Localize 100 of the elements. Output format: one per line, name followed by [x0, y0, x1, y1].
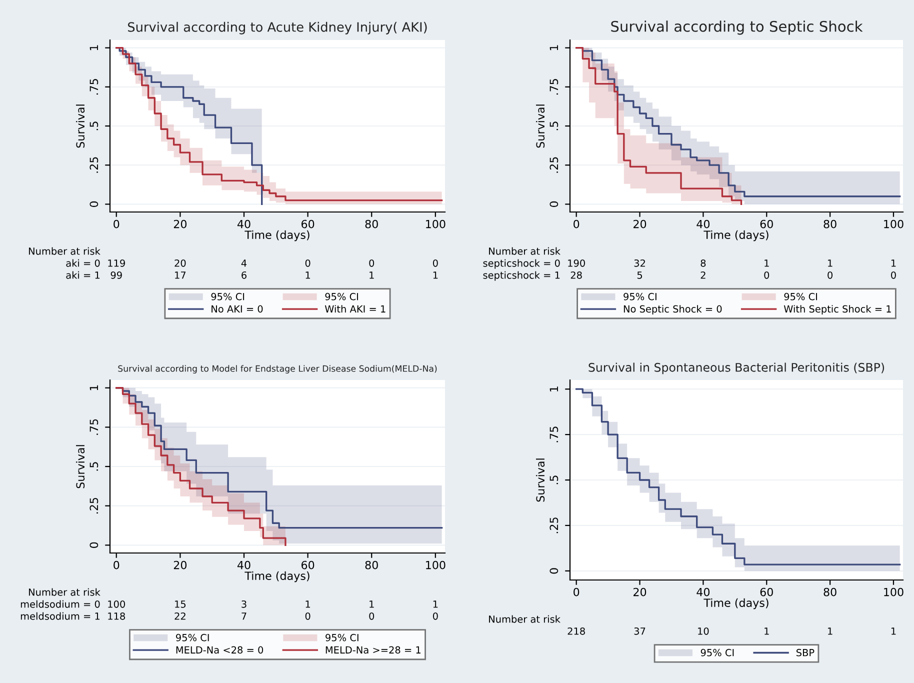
y-tick-label: 0	[90, 201, 98, 207]
chart-title: Survival according to Septic Shock	[611, 20, 863, 35]
text: 5	[637, 272, 642, 279]
x-tick-label: 20	[634, 588, 646, 596]
text: 0	[828, 271, 833, 279]
y-tick-label: 1	[90, 385, 98, 390]
y-tick-label: .75	[550, 79, 558, 95]
x-tick-label: 20	[174, 560, 187, 570]
text: 1	[764, 628, 769, 635]
x-tick-label: 20	[634, 220, 646, 228]
legend-label: No Septic Shock = 0	[624, 305, 722, 314]
y-tick-label: .25	[90, 498, 98, 514]
y-tick-label: 1	[550, 386, 558, 392]
legend-label: MELD-Na <28 = 0	[176, 646, 264, 654]
text: Number at risk	[489, 247, 560, 255]
x-tick-label: 100	[884, 220, 904, 228]
text: 1	[370, 600, 374, 608]
x-axis-title: Time (days)	[244, 571, 310, 582]
text: 1	[306, 600, 310, 608]
y-tick-label: 1	[550, 45, 558, 50]
text: 1	[433, 272, 438, 279]
text: 0	[305, 259, 310, 267]
text: 95% CI	[326, 634, 358, 642]
text: 7	[242, 612, 246, 620]
text: 95% CI	[700, 648, 734, 656]
text: 32	[634, 259, 645, 267]
x-axis-title: Time (days)	[704, 230, 768, 242]
text: 0	[369, 612, 374, 620]
text: meldsodium = 1	[20, 612, 100, 620]
text: 3	[242, 600, 246, 608]
text: 0	[432, 259, 438, 267]
x-tick-label: 40	[696, 588, 710, 596]
text: 15	[175, 600, 186, 608]
text: 95% CI	[325, 292, 358, 300]
text: 0	[432, 612, 438, 620]
y-tick-label: .75	[550, 426, 558, 442]
text: 0	[764, 271, 770, 279]
text: 95% CI	[784, 292, 818, 300]
text: 118	[108, 612, 125, 620]
text: 22	[174, 612, 186, 620]
text: aki = 0	[66, 259, 100, 267]
x-tick-label: 60	[760, 220, 773, 228]
legend-label: With AKI = 1	[324, 305, 386, 312]
text: 95% CI	[211, 292, 244, 300]
chart-title: Survival according to Model for Endstage Liver Disease Sodium(MELD-Na)	[118, 365, 437, 374]
text: 0	[369, 259, 374, 267]
x-tick-label: 0	[114, 220, 120, 228]
text: 28	[570, 271, 582, 279]
x-tick-label: 60	[302, 220, 314, 228]
text: Number at risk	[28, 247, 100, 255]
x-tick-label: 20	[174, 220, 187, 228]
x-tick-label: 0	[574, 220, 580, 228]
x-tick-label: 80	[824, 220, 836, 228]
x-tick-label: 0	[574, 588, 580, 596]
x-tick-label: 100	[426, 560, 446, 570]
text: 119	[108, 259, 125, 267]
x-tick-label: 40	[237, 220, 250, 228]
text: Number at risk	[28, 588, 100, 596]
text: 8	[700, 259, 706, 267]
x-tick-label: 60	[760, 588, 773, 596]
x-tick-label: 40	[696, 220, 710, 228]
text: 100	[108, 600, 126, 608]
text: 20	[174, 259, 186, 267]
text: 190	[568, 259, 585, 267]
text: 99	[110, 271, 122, 279]
legend-label: With Septic Shock = 1	[784, 305, 891, 314]
text: 0	[305, 612, 310, 620]
x-tick-label: 80	[824, 588, 836, 596]
text: septicshock = 1	[483, 271, 560, 281]
x-tick-label: 100	[426, 220, 446, 228]
x-tick-label: 40	[237, 560, 250, 570]
text: 10	[698, 627, 709, 635]
x-axis-title: Time (days)	[704, 598, 768, 610]
y-tick-label: 1	[90, 45, 98, 50]
y-tick-label: .75	[90, 419, 98, 435]
text: 1	[433, 600, 438, 608]
text: 1	[828, 628, 832, 635]
text: aki = 1	[66, 271, 100, 279]
y-tick-label: 0	[550, 201, 558, 207]
y-axis-title: Survival	[536, 458, 545, 502]
legend-label: SBP	[796, 648, 814, 656]
x-tick-label: 0	[114, 560, 120, 570]
text: 1	[370, 272, 374, 279]
y-axis-title: Survival	[76, 104, 85, 148]
x-tick-label: 80	[365, 560, 378, 570]
text: meldsodium = 0	[20, 600, 100, 608]
chart-title: Survival in Spontaneous Bacterial Peritonitis (SBP)	[588, 362, 884, 374]
text: 218	[568, 627, 585, 635]
y-tick-label: .5	[90, 462, 98, 471]
chart-title: Survival according to Acute Kidney Injury( AKI)	[128, 22, 427, 34]
text: 1	[306, 272, 310, 279]
legend-label: MELD-Na >=28 = 1	[326, 646, 420, 654]
y-tick-label: 0	[90, 542, 98, 548]
x-tick-label: 100	[884, 588, 904, 596]
text: 17	[175, 272, 186, 279]
text: 1	[828, 260, 832, 267]
y-tick-label: .75	[90, 79, 98, 95]
y-tick-label: .25	[550, 518, 558, 534]
y-tick-label: .25	[90, 157, 98, 173]
y-axis-title: Survival	[536, 104, 545, 148]
